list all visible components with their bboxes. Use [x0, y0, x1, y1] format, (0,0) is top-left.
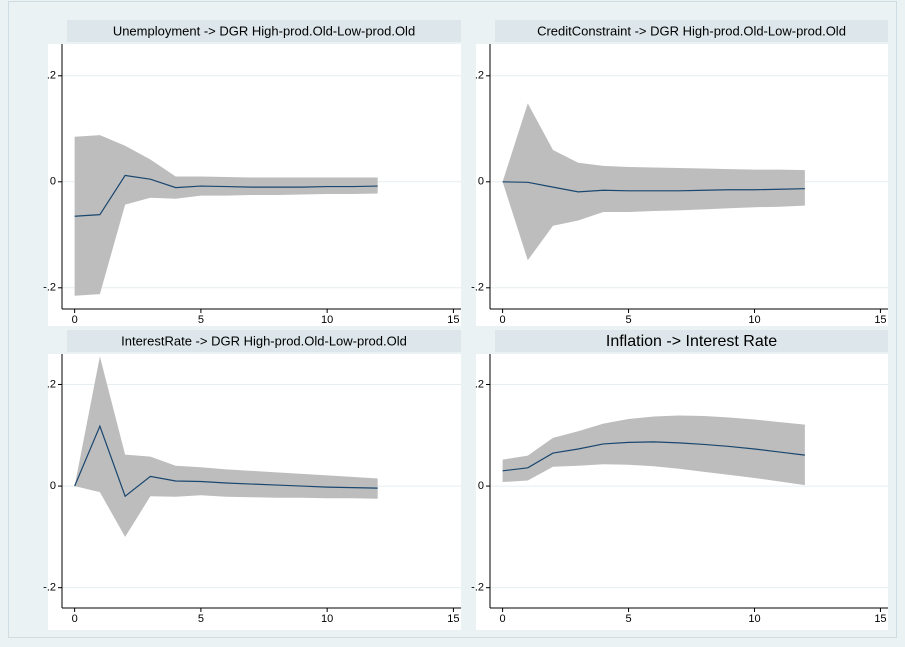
confidence-band: [74, 356, 378, 537]
x-tick-label: 10: [748, 613, 760, 625]
y-tick-label: -.2: [43, 282, 56, 294]
panel: Unemployment -> DGR High-prod.Old-Low-pr…: [43, 20, 461, 326]
x-tick-label: 0: [72, 314, 78, 326]
panel: Inflation -> Interest Rate -.2 0 .2 0 5 10 15: [471, 330, 888, 630]
x-tick-label: 5: [198, 613, 204, 625]
x-tick-label: 5: [625, 314, 631, 326]
irf-line: [502, 181, 805, 193]
panel: InterestRate -> DGR High-prod.Old-Low-pr…: [43, 330, 461, 630]
confidence-band: [74, 135, 378, 296]
y-tick-label: 0: [50, 480, 56, 492]
x-tick-label: 10: [748, 314, 760, 326]
y-tick-label: 0: [50, 176, 56, 188]
irf-line: [74, 424, 378, 498]
title-bar: [67, 20, 461, 42]
panel-title: CreditConstraint -> DGR High-prod.Old-Lo…: [537, 23, 846, 38]
y-tick-label: 0: [478, 480, 484, 492]
x-tick-label: 0: [72, 613, 78, 625]
x-tick-label: 15: [447, 613, 459, 625]
x-tick-label: 10: [321, 613, 333, 625]
y-tick-label: -.2: [471, 282, 484, 294]
x-tick-label: 5: [625, 613, 631, 625]
panel-title: InterestRate -> DGR High-prod.Old-Low-pr…: [121, 333, 407, 348]
panel: CreditConstraint -> DGR High-prod.Old-Lo…: [471, 20, 888, 326]
panel-title: Inflation -> Interest Rate: [606, 333, 777, 350]
x-tick-label: 0: [500, 314, 506, 326]
y-tick-label: .2: [47, 378, 56, 390]
x-tick-label: 5: [198, 314, 204, 326]
x-tick-label: 15: [874, 314, 886, 326]
y-tick-label: 0: [478, 176, 484, 188]
y-tick-label: .2: [475, 378, 484, 390]
panel-title: Unemployment -> DGR High-prod.Old-Low-pr…: [113, 23, 415, 38]
x-tick-label: 0: [500, 613, 506, 625]
title-bar: [67, 330, 461, 352]
title-bar: [495, 330, 888, 352]
x-tick-label: 15: [874, 613, 886, 625]
y-tick-label: -.2: [471, 582, 484, 594]
confidence-band: [502, 415, 805, 486]
plot-area: [476, 354, 888, 630]
x-tick-label: 10: [321, 314, 333, 326]
confidence-band: [502, 103, 805, 261]
title-bar: [495, 20, 888, 42]
y-tick-label: .2: [47, 70, 56, 82]
outer-border: [8, 1, 897, 638]
y-tick-label: .2: [475, 70, 484, 82]
irf-line: [502, 441, 805, 472]
irf-line: [74, 174, 378, 217]
y-tick-label: -.2: [43, 582, 56, 594]
x-tick-label: 15: [447, 314, 459, 326]
